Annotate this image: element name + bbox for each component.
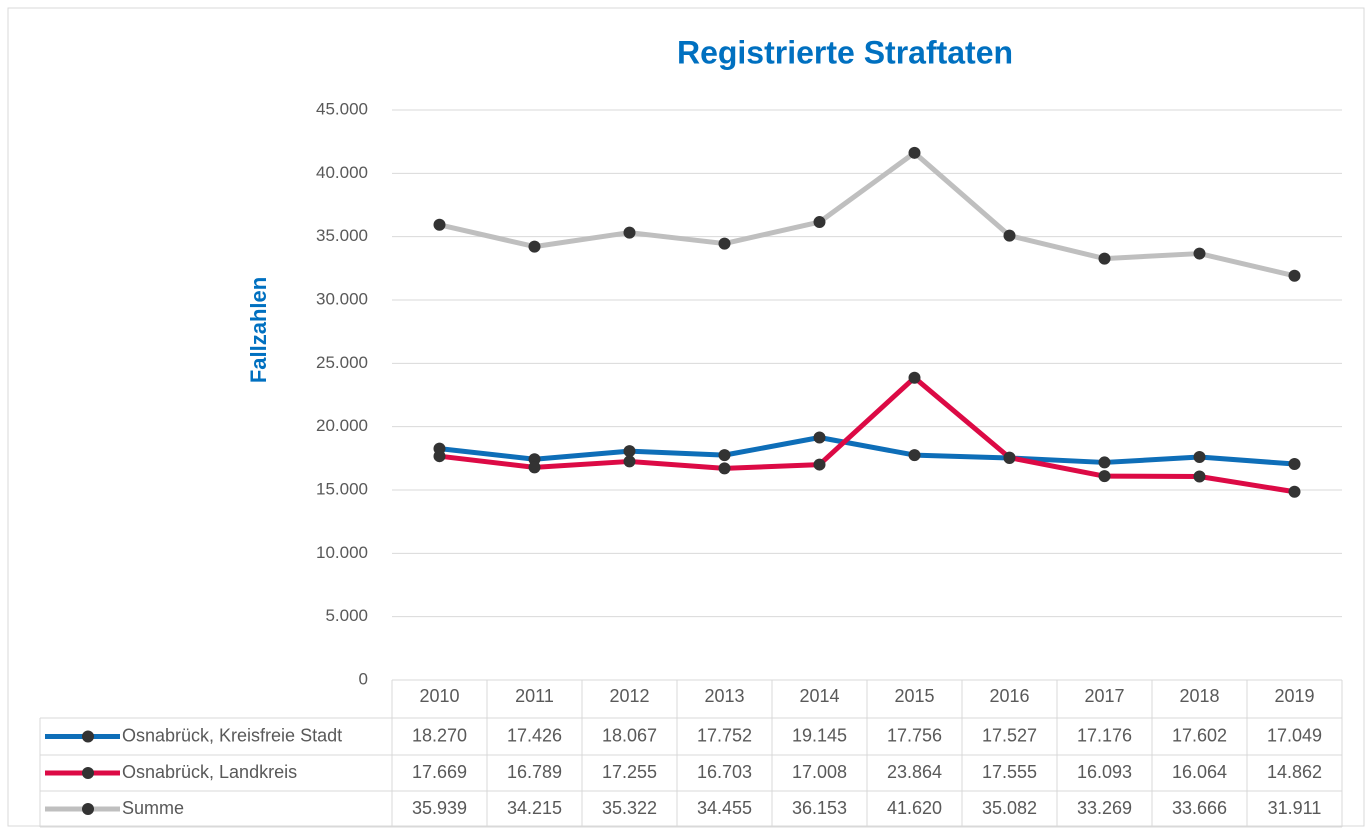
y-tick-label: 35.000	[316, 226, 368, 245]
data-point	[1288, 485, 1301, 498]
table-cell: 19.145	[792, 725, 847, 745]
data-point	[908, 146, 921, 159]
table-cell: 17.602	[1172, 725, 1227, 745]
data-point	[623, 455, 636, 468]
chart-frame	[7, 7, 1365, 827]
x-tick-label: 2019	[1274, 686, 1314, 706]
table-cell: 17.756	[887, 725, 942, 745]
table-cell: 18.067	[602, 725, 657, 745]
y-tick-label: 0	[359, 669, 368, 688]
y-tick-label: 5.000	[325, 606, 368, 625]
data-point	[1003, 229, 1016, 242]
y-tick-label: 10.000	[316, 543, 368, 562]
x-tick-label: 2016	[989, 686, 1029, 706]
y-tick-label: 45.000	[316, 99, 368, 118]
table-cell: 18.270	[412, 725, 467, 745]
table-cell: 17.255	[602, 762, 657, 782]
data-point	[1193, 451, 1206, 464]
data-point	[623, 445, 636, 458]
table-cell: 35.939	[412, 798, 467, 818]
table-cell: 31.911	[1268, 798, 1322, 818]
data-point	[1193, 247, 1206, 260]
data-point	[1003, 451, 1016, 464]
table-cell: 36.153	[792, 798, 847, 818]
legend-label: Osnabrück, Landkreis	[122, 762, 297, 782]
data-point	[908, 449, 921, 462]
series-line	[438, 150, 1296, 279]
data-point	[908, 371, 921, 384]
y-tick-label: 25.000	[316, 353, 368, 372]
table-cell: 35.322	[602, 798, 657, 818]
legend-label: Osnabrück, Kreisfreie Stadt	[122, 725, 342, 745]
data-point	[528, 461, 541, 474]
table-cell: 33.269	[1077, 798, 1132, 818]
table-cell: 34.455	[697, 798, 752, 818]
data-point	[1193, 470, 1206, 483]
table-cell: 17.176	[1077, 725, 1132, 745]
data-point	[718, 237, 731, 250]
data-point	[1098, 470, 1111, 483]
data-point	[813, 458, 826, 471]
data-point	[433, 218, 446, 231]
table-cell: 41.620	[887, 798, 942, 818]
data-point	[718, 449, 731, 462]
data-point	[1288, 269, 1301, 282]
table-cell: 35.082	[982, 798, 1037, 818]
table-cell: 16.064	[1172, 762, 1227, 782]
table-cell: 16.789	[507, 762, 562, 782]
y-tick-label: 30.000	[316, 289, 368, 308]
series-line	[439, 375, 1295, 495]
table-cell: 17.426	[507, 725, 562, 745]
series-line	[439, 434, 1295, 467]
table-cell: 34.215	[507, 798, 562, 818]
legend-label: Summe	[122, 798, 184, 818]
table-cell: 33.666	[1172, 798, 1227, 818]
x-tick-label: 2013	[704, 686, 744, 706]
legend-key-marker	[82, 803, 94, 815]
x-tick-label: 2011	[515, 686, 554, 706]
data-point	[718, 462, 731, 475]
y-tick-label: 15.000	[316, 479, 368, 498]
data-point	[623, 226, 636, 239]
legend-key-marker	[82, 767, 94, 779]
table-cell: 17.752	[697, 725, 752, 745]
table-cell: 23.864	[887, 762, 942, 782]
x-tick-label: 2015	[894, 686, 934, 706]
table-cell: 17.049	[1267, 725, 1322, 745]
table-cell: 16.093	[1077, 762, 1132, 782]
table-cell: 17.555	[982, 762, 1037, 782]
data-point	[1098, 456, 1111, 469]
data-point	[813, 431, 826, 444]
y-tick-label: 20.000	[316, 416, 368, 435]
data-point	[528, 240, 541, 253]
chart-title: Registrierte Straftaten	[677, 34, 1013, 70]
x-tick-label: 2017	[1084, 686, 1124, 706]
table-cell: 17.527	[982, 725, 1037, 745]
x-tick-label: 2014	[799, 686, 839, 706]
table-cell: 16.703	[697, 762, 752, 782]
legend-key-marker	[82, 730, 94, 743]
data-point	[1098, 252, 1111, 265]
table-cell: 14.862	[1267, 762, 1322, 782]
y-tick-label: 40.000	[316, 163, 368, 182]
x-tick-label: 2018	[1179, 686, 1219, 706]
data-point	[1288, 458, 1301, 471]
table-cell: 17.669	[412, 762, 467, 782]
data-point	[813, 216, 826, 229]
x-tick-label: 2010	[419, 686, 459, 706]
data-point	[433, 450, 446, 463]
x-tick-label: 2012	[609, 686, 649, 706]
y-axis-label: Fallzahlen	[246, 277, 271, 383]
table-cell: 17.008	[792, 762, 847, 782]
